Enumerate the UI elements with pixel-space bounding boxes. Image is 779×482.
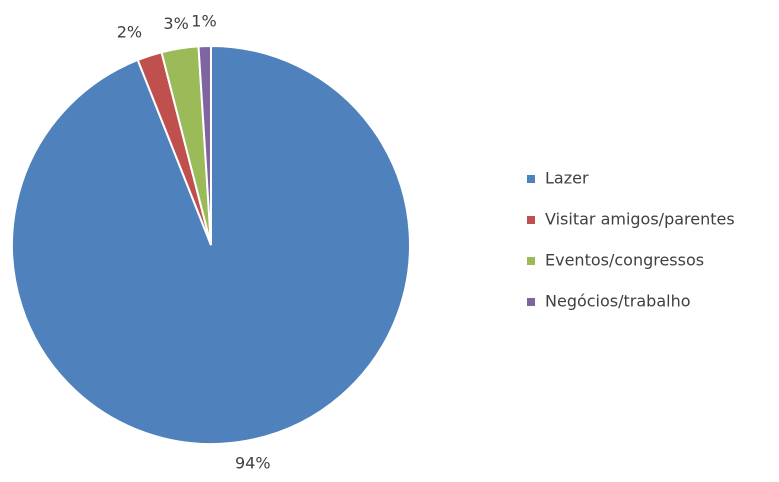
legend-label: Lazer [545,169,589,188]
legend-swatch [527,298,535,306]
legend-swatch [527,257,535,265]
legend-label: Negócios/trabalho [545,292,691,311]
pie-slice [197,44,212,246]
legend-swatch [527,175,535,183]
legend-label: Eventos/congressos [545,251,704,270]
legend-label: Visitar amigos/parentes [545,210,735,229]
data-label: 1% [191,12,216,31]
data-label: 2% [117,22,142,41]
data-label: 3% [163,14,188,33]
data-label: 94% [235,454,271,473]
legend-swatch [527,216,535,224]
